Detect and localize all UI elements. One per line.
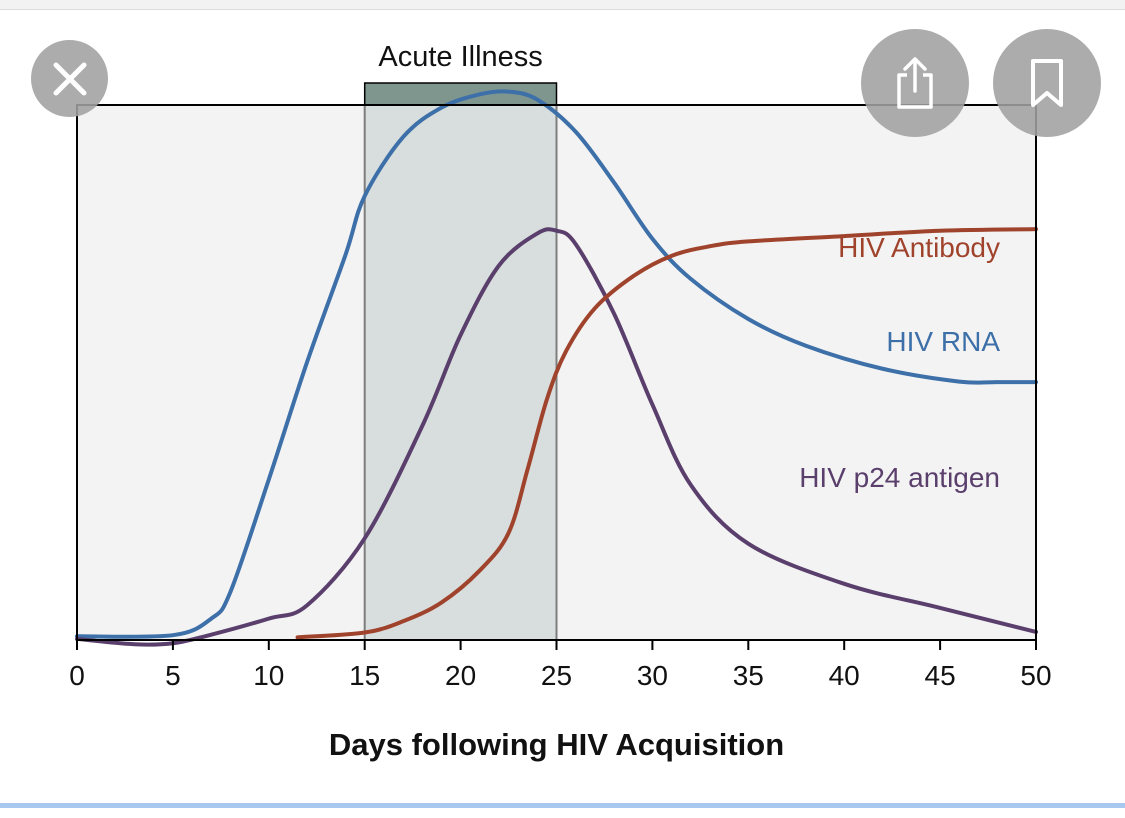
x-tick-label: 25 <box>541 660 572 691</box>
x-tick-label: 15 <box>349 660 380 691</box>
x-tick-label: 40 <box>829 660 860 691</box>
share-icon <box>897 57 933 109</box>
hiv-antibody-label: HIV Antibody <box>838 232 1000 263</box>
top-rule <box>0 0 1125 10</box>
x-tick-label: 0 <box>69 660 85 691</box>
hiv-rna-line <box>75 89 1038 639</box>
x-tick-label: 50 <box>1020 660 1051 691</box>
close-button[interactable] <box>31 40 108 117</box>
hiv-p24-antigen-label: HIV p24 antigen <box>799 462 1000 493</box>
x-tick-label: 5 <box>165 660 181 691</box>
hiv-antibody-line <box>295 227 1038 640</box>
hiv-p24-antigen-line <box>75 227 1038 647</box>
close-icon <box>53 62 86 95</box>
x-axis-label: Days following HIV Acquisition <box>329 727 784 762</box>
x-tick-label: 35 <box>733 660 764 691</box>
acute-illness-label: Acute Illness <box>378 41 542 73</box>
x-tick-label: 45 <box>925 660 956 691</box>
bookmark-icon <box>1031 59 1063 107</box>
x-tick-label: 30 <box>637 660 668 691</box>
share-button[interactable] <box>861 29 969 137</box>
x-tick-label: 20 <box>445 660 476 691</box>
hiv-rna-label: HIV RNA <box>886 326 1000 357</box>
x-tick-label: 10 <box>253 660 284 691</box>
bottom-rule <box>0 803 1125 808</box>
bookmark-button[interactable] <box>993 29 1101 137</box>
acute-illness-region <box>363 104 558 641</box>
